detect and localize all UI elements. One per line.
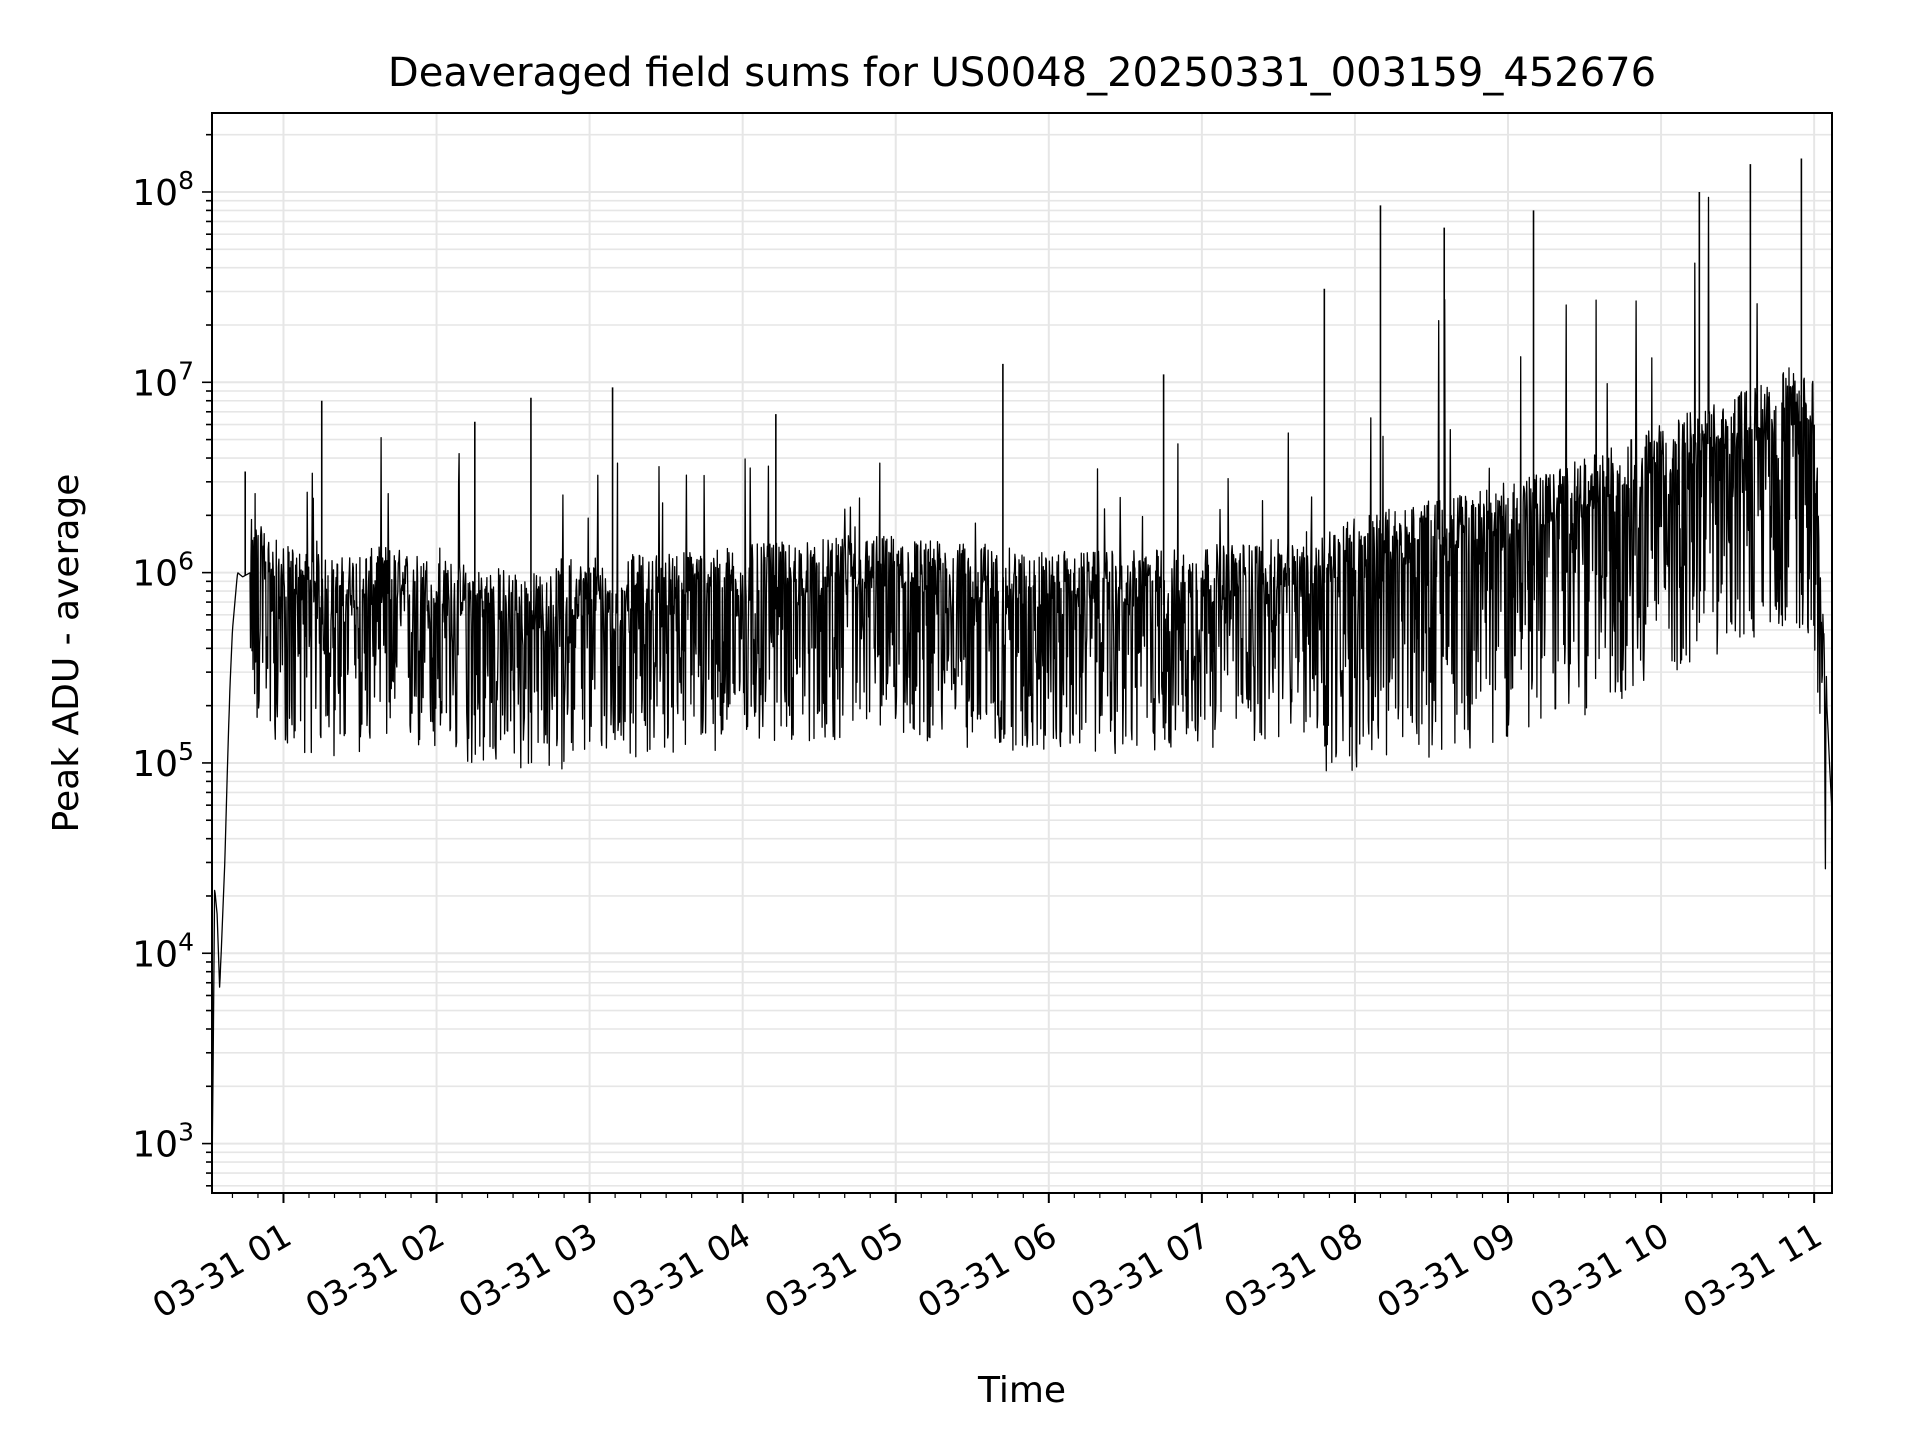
x-axis-label: Time: [977, 1370, 1066, 1411]
x-tick-label: 03-31 10: [1524, 1216, 1676, 1327]
x-axis-ticks: 03-31 01 03-31 02 03-31 03 03-31 04 03-31 05…: [146, 1193, 1829, 1327]
y-tick-label: 103: [132, 1118, 194, 1166]
x-tick-label: 03-31 09: [1371, 1216, 1523, 1327]
y-tick-label: 104: [132, 927, 194, 975]
x-tick-label: 03-31 08: [1217, 1216, 1369, 1327]
x-tick-label: 03-31 02: [299, 1216, 451, 1327]
x-tick-label: 03-31 11: [1677, 1216, 1829, 1327]
series-line: [211, 196, 1833, 1186]
y-tick-label: 105: [132, 737, 194, 785]
y-axis-label: Peak ADU - average: [46, 474, 87, 833]
plot-area-frame: [211, 112, 1833, 1194]
y-tick-label: 107: [132, 356, 194, 404]
y-tick-label: 108: [132, 166, 194, 214]
chart-title: Deaveraged field sums for US0048_2025033…: [388, 50, 1656, 96]
x-tick-label: 03-31 04: [605, 1216, 757, 1327]
x-tick-label: 03-31 05: [758, 1216, 910, 1327]
x-tick-label: 03-31 01: [146, 1216, 298, 1327]
y-axis-ticks: 103 104 105 106 107 108: [132, 133, 212, 1187]
x-tick-label: 03-31 07: [1064, 1216, 1216, 1327]
y-tick-label: 106: [132, 547, 194, 595]
x-tick-label: 03-31 06: [911, 1216, 1063, 1327]
data-layer: [211, 158, 1833, 1186]
x-tick-label: 03-31 03: [452, 1216, 604, 1327]
grid-layer: [212, 113, 1832, 1193]
